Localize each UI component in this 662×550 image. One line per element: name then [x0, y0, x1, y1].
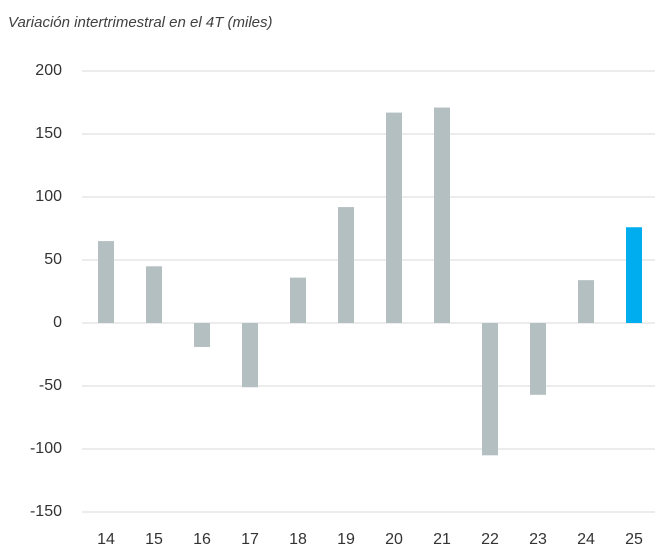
y-tick-label: 0: [53, 314, 62, 331]
y-tick-label: -50: [39, 377, 62, 394]
y-tick-label: 200: [35, 62, 62, 79]
x-tick-label: 25: [625, 531, 643, 548]
y-tick-label: -100: [30, 440, 62, 457]
bar: [98, 241, 114, 323]
x-tick-label: 16: [193, 531, 211, 548]
bar: [530, 323, 546, 395]
x-tick-label: 17: [241, 531, 259, 548]
y-tick-label: 50: [44, 251, 62, 268]
x-tick-label: 24: [577, 531, 595, 548]
bar: [290, 277, 306, 323]
x-tick-label: 22: [481, 531, 499, 548]
bar: [242, 323, 258, 388]
x-tick-label: 15: [145, 531, 163, 548]
x-tick-label: 21: [433, 531, 451, 548]
x-tick-label: 19: [337, 531, 355, 548]
bar: [578, 280, 594, 323]
y-tick-label: -150: [30, 503, 62, 520]
y-tick-label: 100: [35, 188, 62, 205]
bar: [338, 207, 354, 323]
bar: [626, 227, 642, 323]
chart-title: Variación intertrimestral en el 4T (mile…: [8, 14, 273, 31]
x-tick-label: 20: [385, 531, 403, 548]
bar: [146, 266, 162, 323]
bar: [434, 107, 450, 323]
x-tick-label: 18: [289, 531, 307, 548]
bar: [386, 112, 402, 323]
bar: [194, 323, 210, 347]
y-tick-label: 150: [35, 125, 62, 142]
x-tick-label: 14: [97, 531, 115, 548]
x-tick-label: 23: [529, 531, 547, 548]
bar: [482, 323, 498, 456]
